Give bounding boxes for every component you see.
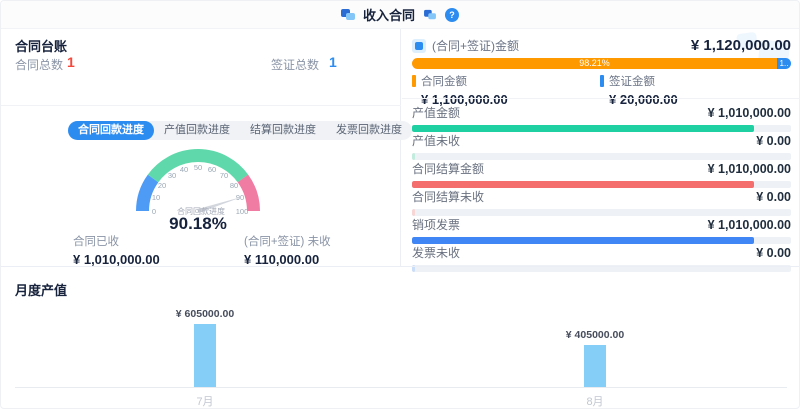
gauge-label: 合同回款进度 bbox=[177, 206, 225, 216]
divider bbox=[402, 98, 799, 99]
metric-value: ¥ 0.00 bbox=[756, 189, 791, 204]
visa-amount-label: 签证金额 bbox=[609, 76, 655, 88]
summary-title: (合同+签证)金额 bbox=[432, 39, 520, 53]
amount-composition-bar: 98.21% 1.. bbox=[412, 58, 791, 69]
metric-bar-track bbox=[412, 237, 791, 244]
tab-settlement-collection-progress[interactable]: 结算回款进度 bbox=[250, 124, 316, 136]
page-header: 收入合同 ? bbox=[1, 1, 799, 29]
metric-bar-track bbox=[412, 125, 791, 132]
contract-doc-icon bbox=[340, 8, 355, 21]
divider bbox=[1, 105, 401, 106]
contract-received-label: 合同已收 bbox=[73, 236, 119, 248]
metric-row-settlement-unreceived: 合同结算未收 ¥ 0.00 bbox=[412, 183, 791, 216]
amount-summary-panel: (合同+签证)金额 ¥ 1,120,000.00 98.21% 1.. 合同金额… bbox=[402, 29, 799, 272]
monthly-bar bbox=[194, 324, 216, 387]
contract-amount-legend: 合同金额 ¥ 1,100,000.00 bbox=[412, 73, 508, 107]
metric-bar-fill bbox=[412, 209, 416, 216]
x-axis-label: 7月 bbox=[196, 396, 214, 408]
gauge-tick-40: 40 bbox=[180, 165, 188, 174]
metric-label: 销项发票 bbox=[412, 218, 461, 232]
gauge-segment-blue bbox=[136, 174, 159, 212]
contract-unreceived-block: (合同+签证) 未收 ¥ 110,000.00 bbox=[244, 233, 331, 267]
gauge-tick-100: 100 bbox=[236, 207, 249, 216]
metric-bar-fill bbox=[412, 181, 754, 188]
visa-total-label: 签证总数 bbox=[271, 58, 320, 72]
metric-label: 合同结算金额 bbox=[412, 162, 485, 176]
visa-legend-marker bbox=[600, 75, 604, 87]
contract-ledger-panel: 合同台账 合同总数 1 签证总数 1 合同回款进度 产值回款进度 结算回款进度 … bbox=[1, 29, 412, 267]
visa-amount-value: ¥ 20,000.00 bbox=[609, 92, 678, 107]
metric-label: 发票未收 bbox=[412, 246, 461, 260]
monthly-bar-value: ¥ 405000.00 bbox=[565, 328, 625, 341]
tab-output-collection-progress[interactable]: 产值回款进度 bbox=[164, 124, 230, 136]
metric-bar-fill bbox=[412, 237, 754, 244]
metric-bar-track bbox=[412, 153, 791, 160]
monthly-bar bbox=[584, 344, 606, 387]
gauge-tick-70: 70 bbox=[220, 171, 228, 180]
metric-value: ¥ 1,010,000.00 bbox=[707, 217, 791, 232]
contract-received-block: 合同已收 ¥ 1,010,000.00 bbox=[73, 233, 160, 267]
monthly-bar-value: ¥ 605000.00 bbox=[175, 308, 235, 320]
metric-bar-fill bbox=[412, 125, 754, 132]
metric-value: ¥ 1,010,000.00 bbox=[707, 161, 791, 176]
contract-amount-label: 合同金额 bbox=[421, 76, 467, 88]
metric-bar-track bbox=[412, 209, 791, 216]
progress-tabs: 合同回款进度 产值回款进度 结算回款进度 发票回款进度 bbox=[68, 121, 412, 140]
contract-unreceived-value: ¥ 110,000.00 bbox=[244, 252, 320, 267]
monthly-output-title: 月度产值 bbox=[15, 283, 68, 298]
contract-legend-marker bbox=[412, 75, 416, 87]
gauge-percent-value: 90.18% bbox=[169, 214, 227, 233]
metric-value: ¥ 0.00 bbox=[756, 133, 791, 148]
visa-total-count: 1 bbox=[329, 54, 337, 70]
x-axis-line bbox=[15, 387, 787, 388]
metric-value: ¥ 1,010,000.00 bbox=[707, 105, 791, 120]
metric-value: ¥ 0.00 bbox=[756, 245, 791, 260]
gauge-tick-0: 0 bbox=[152, 207, 156, 216]
metric-bar-track bbox=[412, 181, 791, 188]
contract-total-count: 1 bbox=[67, 54, 75, 70]
metric-row-output-invoice: 销项发票 ¥ 1,010,000.00 bbox=[412, 211, 791, 244]
gauge-segment-pink bbox=[237, 174, 260, 212]
gauge-tick-20: 20 bbox=[158, 181, 166, 190]
metric-label: 产值未收 bbox=[412, 134, 461, 148]
amount-icon bbox=[412, 38, 426, 53]
metric-list: 产值金额 ¥ 1,010,000.00 产值未收 ¥ 0.00 合同结算金额 ¥ 1,… bbox=[412, 99, 791, 272]
metric-bar-fill bbox=[412, 153, 416, 160]
gauge-needle bbox=[197, 196, 244, 213]
page-title: 收入合同 bbox=[362, 8, 415, 23]
contract-amount-value: ¥ 1,100,000.00 bbox=[421, 92, 508, 107]
gauge-tick-60: 60 bbox=[208, 165, 216, 174]
summary-total-value: ¥ 1,120,000.00 bbox=[690, 37, 791, 54]
tab-contract-collection-progress[interactable]: 合同回款进度 bbox=[68, 121, 154, 140]
metric-label: 合同结算未收 bbox=[412, 190, 485, 204]
contract-received-value: ¥ 1,010,000.00 bbox=[73, 252, 160, 267]
tab-invoice-collection-progress[interactable]: 发票回款进度 bbox=[336, 124, 402, 136]
contract-doc-icon-right bbox=[424, 9, 436, 19]
metric-bar-fill bbox=[412, 265, 416, 272]
contract-unreceived-label: (合同+签证) 未收 bbox=[244, 236, 331, 248]
help-icon[interactable]: ? bbox=[445, 7, 459, 22]
visa-amount-legend: 签证金额 ¥ 20,000.00 bbox=[600, 73, 678, 107]
gauge-tick-10: 10 bbox=[152, 193, 160, 202]
metric-row-output-unreceived: 产值未收 ¥ 0.00 bbox=[412, 127, 791, 160]
gauge-segment-green bbox=[147, 149, 249, 183]
metric-label: 产值金额 bbox=[412, 106, 461, 120]
x-axis-label: 8月 bbox=[586, 396, 604, 408]
metric-row-invoice-unreceived: 发票未收 ¥ 0.00 bbox=[412, 239, 791, 272]
gauge-tick-80: 80 bbox=[230, 181, 238, 190]
summary-header: (合同+签证)金额 ¥ 1,120,000.00 bbox=[412, 37, 791, 54]
metric-bar-track bbox=[412, 265, 791, 272]
monthly-output-section: 月度产值 ¥ 605000.00 ¥ 405000.00 7月 8月 bbox=[1, 266, 799, 408]
gauge-tick-50: 50 bbox=[194, 163, 202, 172]
visa-amount-segment: 1.. bbox=[777, 58, 791, 69]
metric-row-settlement-amount: 合同结算金额 ¥ 1,010,000.00 bbox=[412, 155, 791, 188]
metric-row-output-amount: 产值金额 ¥ 1,010,000.00 bbox=[412, 99, 791, 132]
contract-amount-segment: 98.21% bbox=[412, 58, 777, 69]
contract-total-label: 合同总数 bbox=[15, 58, 64, 72]
dashboard-content: 合同台账 合同总数 1 签证总数 1 合同回款进度 产值回款进度 结算回款进度 … bbox=[1, 29, 799, 272]
ledger-title: 合同台账 bbox=[15, 39, 68, 54]
collection-gauge-chart: 0 10 20 30 40 50 60 70 80 90 100 合同回款进度 bbox=[136, 149, 260, 216]
gauge-tick-30: 30 bbox=[168, 171, 176, 180]
